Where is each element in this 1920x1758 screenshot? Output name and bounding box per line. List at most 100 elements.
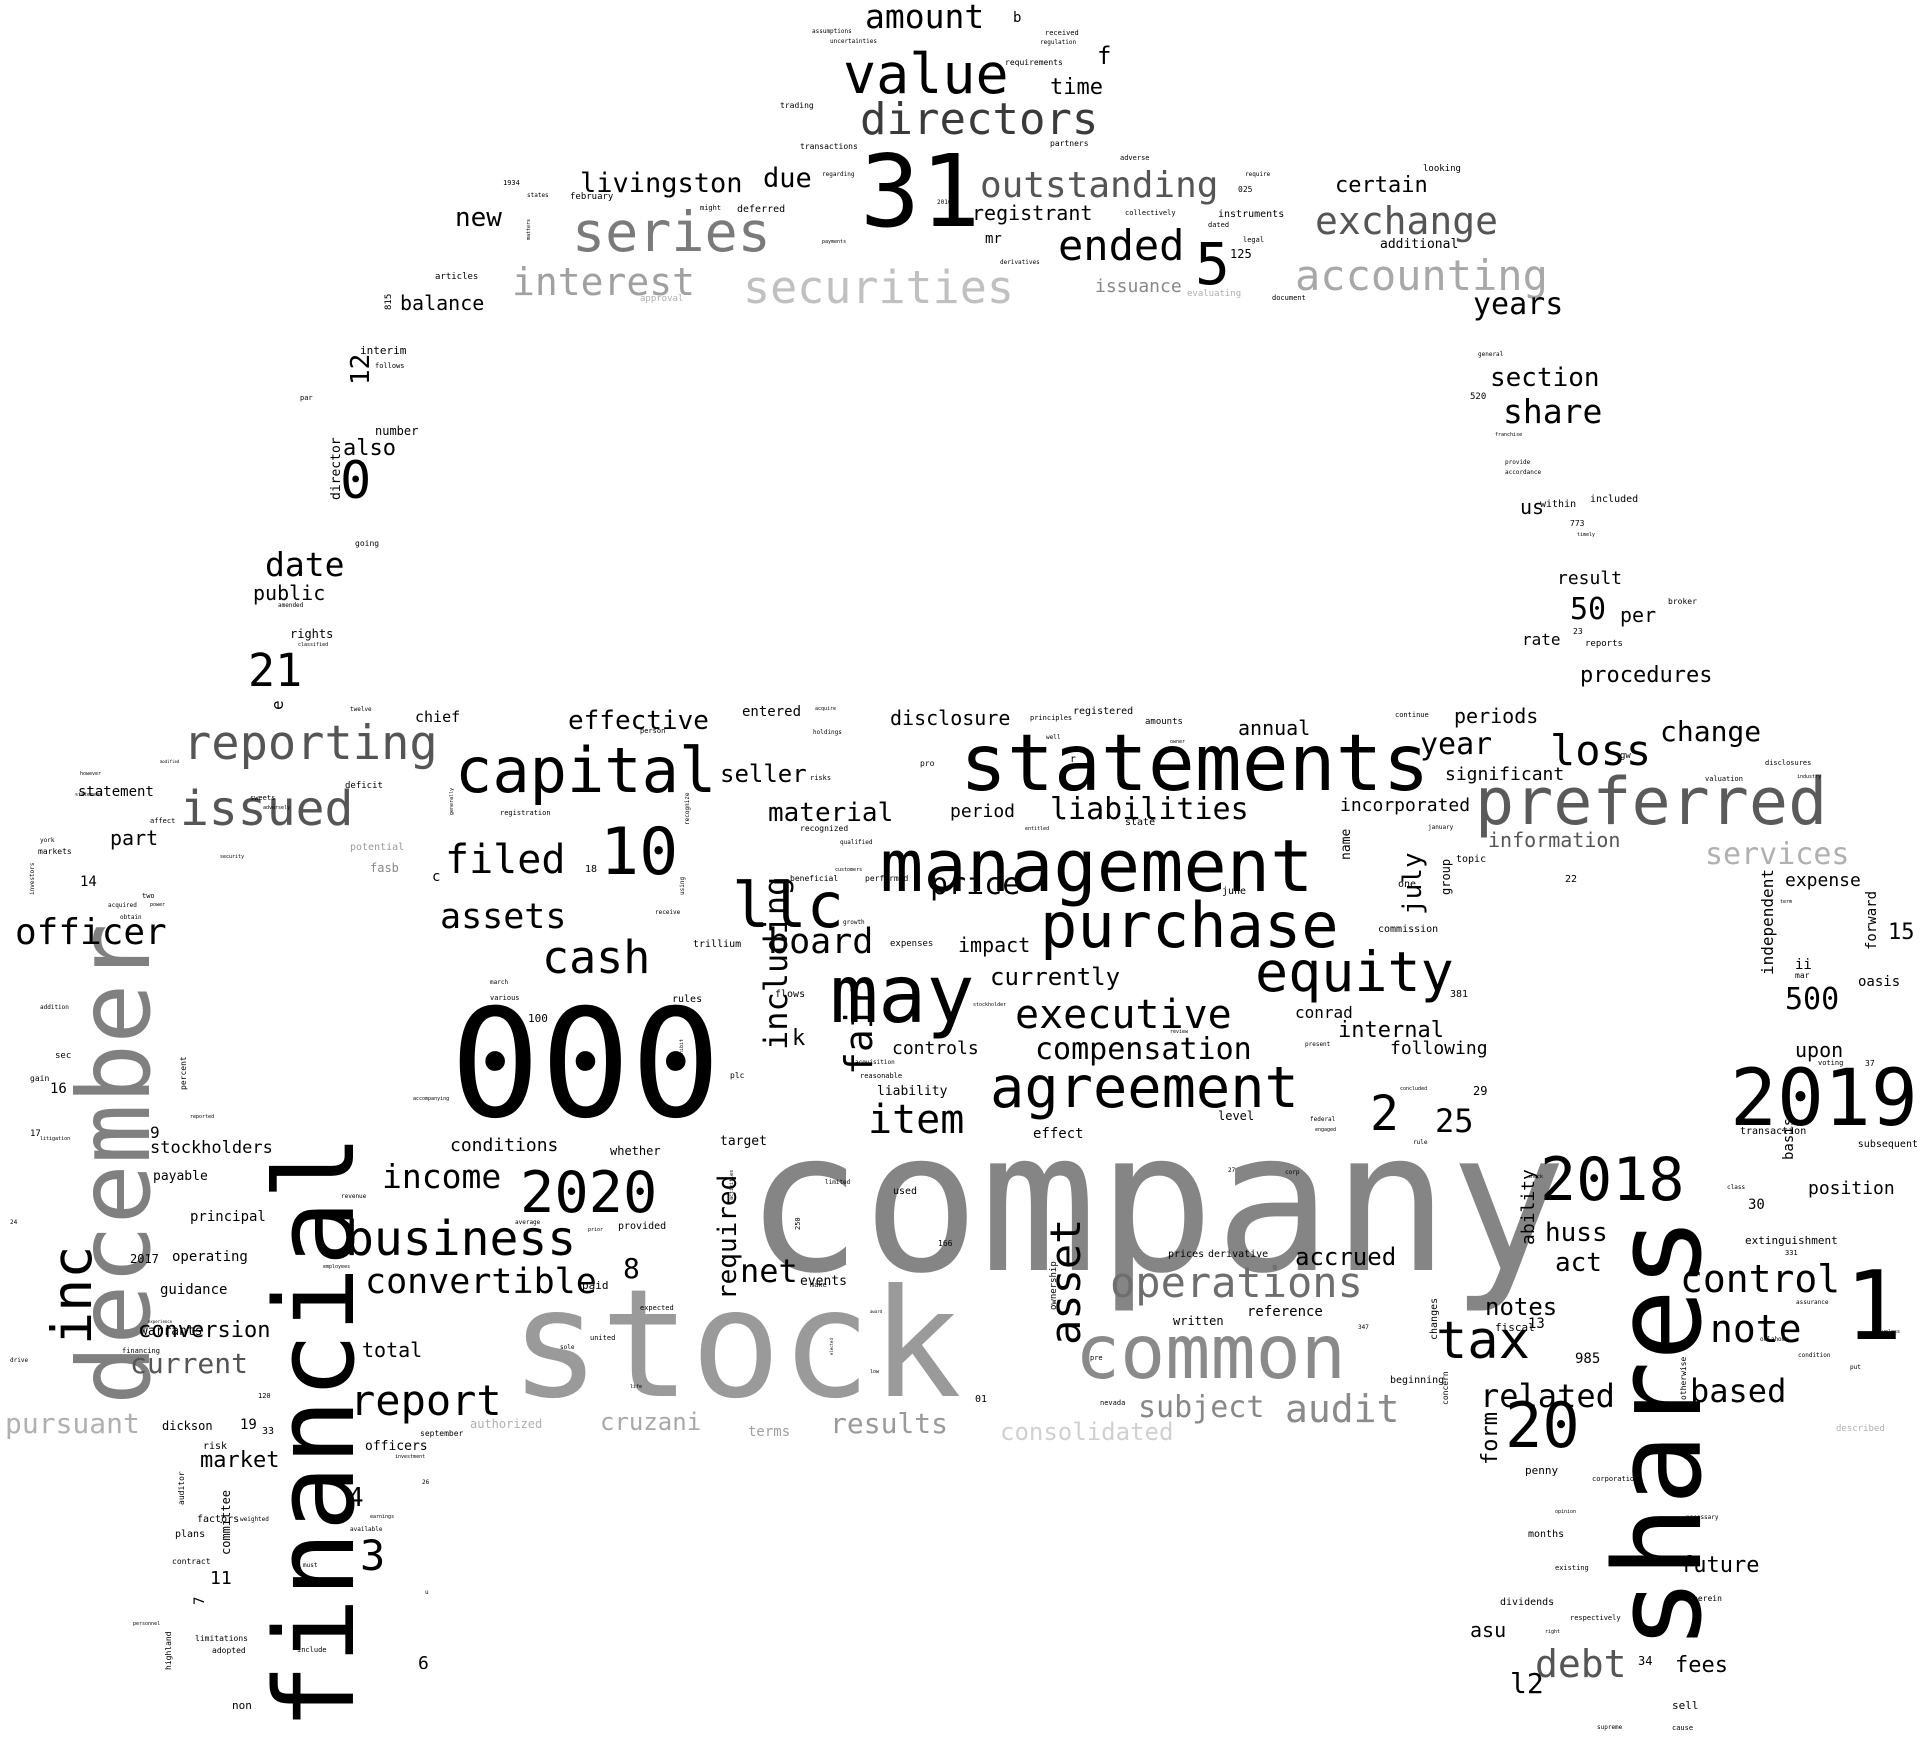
word-reported: reported — [190, 1114, 215, 1120]
word-250: 250 — [794, 1217, 802, 1230]
word-adverse: adverse — [1120, 154, 1150, 162]
word-19: 19 — [240, 1417, 257, 1433]
word-annual: annual — [1238, 716, 1311, 740]
word-personnel: personnel — [133, 1621, 161, 1627]
word-expected: expected — [640, 1304, 674, 1312]
word-statement: statement — [78, 784, 154, 800]
word-otherwise: otherwise — [1679, 1356, 1688, 1400]
word-act: act — [1555, 1248, 1602, 1278]
word-litigation: litigation — [40, 1136, 71, 1142]
word-adopted: adopted — [212, 1646, 246, 1655]
word-concluded: concluded — [1400, 1086, 1428, 1092]
word-985: 985 — [1575, 1351, 1601, 1367]
word-pro: pro — [920, 759, 935, 768]
word-773: 773 — [1570, 519, 1585, 528]
word-award: award — [870, 1309, 883, 1314]
word-review: review — [1170, 1029, 1189, 1035]
word-disclosure: disclosure — [890, 706, 1011, 730]
word-principal: principal — [190, 1209, 266, 1225]
word-one: one — [1398, 879, 1417, 890]
word-convertible: convertible — [365, 1262, 597, 1302]
word-5: 5 — [1195, 230, 1230, 298]
word-events: events — [800, 1274, 847, 1289]
word-year: year — [1420, 727, 1493, 762]
word-extinguishment: extinguishment — [1745, 1234, 1838, 1247]
word-officer: officer — [15, 912, 167, 953]
word-york: york — [40, 837, 55, 844]
word-right: right — [1545, 1629, 1561, 1635]
word-8: 8 — [623, 1252, 640, 1285]
word-new: new — [455, 203, 502, 233]
word-federal: federal — [1310, 1116, 1336, 1123]
word-pursuant: pursuant — [5, 1407, 140, 1440]
word-27: 27 — [1228, 1167, 1236, 1174]
word-adversely: adversely — [263, 805, 291, 811]
word-1: 1 — [1845, 1252, 1903, 1362]
word-price: price — [930, 867, 1021, 902]
word-follows: follows — [375, 362, 405, 370]
word-debt: debt — [1535, 1642, 1627, 1686]
word-assurance: assurance — [1796, 1299, 1829, 1306]
word-directors: directors — [860, 94, 1099, 145]
word-ii: ii — [1795, 957, 1812, 973]
word-voting: voting — [1818, 1059, 1844, 1067]
word-impact: impact — [958, 933, 1031, 957]
word-01: 01 — [975, 1394, 988, 1405]
word-limited: limited — [825, 1179, 851, 1186]
word-independent: independent — [1758, 869, 1777, 975]
word-item: item — [868, 1097, 965, 1143]
word-earnings: earnings — [370, 1514, 395, 1520]
word-beginning: beginning — [1390, 1375, 1445, 1386]
word-instruments: instruments — [1218, 209, 1285, 220]
word-assets: assets — [440, 897, 567, 937]
word-381: 381 — [1450, 989, 1469, 1000]
word-assumptions: assumptions — [812, 28, 852, 35]
word-par: par — [300, 394, 313, 402]
word-document: document — [1272, 294, 1306, 302]
word-section: section — [1490, 363, 1600, 393]
word-7: 7 — [192, 1596, 208, 1605]
word-valuation: valuation — [1705, 775, 1743, 783]
word-nevada: nevada — [1100, 1399, 1126, 1407]
word-dividends: dividends — [1500, 1597, 1555, 1608]
word-unless: unless — [1882, 1329, 1901, 1335]
word-1934: 1934 — [503, 179, 520, 187]
word-prices: prices — [1168, 1249, 1205, 1260]
word-well: well — [1046, 734, 1061, 741]
word-certain: certain — [1335, 173, 1428, 198]
word-2017: 2017 — [130, 1252, 159, 1266]
word-conversion: conversion — [138, 1318, 271, 1343]
word-requirements: requirements — [1005, 58, 1063, 67]
word-forward: forward — [1864, 890, 1880, 950]
word-upon: upon — [1795, 1038, 1844, 1062]
word-equity: equity — [1255, 940, 1454, 1004]
word-registrant: registrant — [972, 201, 1093, 225]
word-ended: ended — [1058, 221, 1185, 270]
word-rules: rules — [672, 994, 703, 1005]
word-management: management — [880, 824, 1314, 908]
word-interim: interim — [360, 344, 407, 357]
word-board: board — [768, 922, 874, 962]
word-franchise: franchise — [1495, 432, 1523, 438]
word-common: common — [1075, 1308, 1346, 1396]
word-registration: registration — [500, 809, 551, 817]
word-accounting: accounting — [1295, 251, 1548, 300]
word-existing: existing — [1555, 1564, 1589, 1572]
word-pre: pre — [1090, 1354, 1103, 1362]
word-prior: prior — [588, 1227, 604, 1233]
word-issuance: issuance — [1095, 276, 1182, 297]
word-expenses: expenses — [890, 939, 934, 949]
word-security: security — [220, 854, 245, 860]
word-outstanding: outstanding — [980, 165, 1219, 206]
word-corporation: corporation — [1592, 1475, 1639, 1483]
word-months: months — [1528, 1529, 1565, 1540]
word-37: 37 — [1865, 1059, 1875, 1068]
word-inc: inc — [40, 1245, 104, 1345]
word-require: require — [1245, 171, 1271, 178]
word-states: states — [527, 192, 549, 199]
word-total: total — [362, 1338, 423, 1362]
word-required: required — [713, 1174, 743, 1300]
word-disclosures: disclosures — [1765, 759, 1812, 767]
word-concern: concern — [1441, 1371, 1450, 1405]
word-low: low — [870, 1369, 880, 1375]
